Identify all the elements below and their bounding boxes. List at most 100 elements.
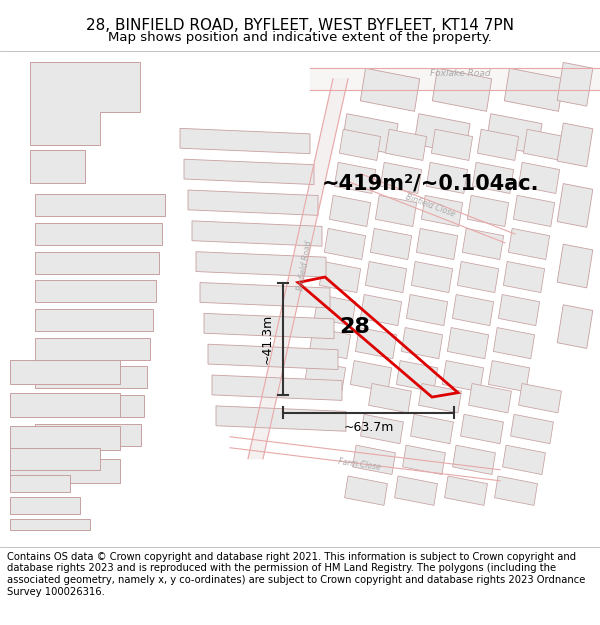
Polygon shape — [403, 445, 445, 474]
Polygon shape — [365, 261, 407, 292]
Polygon shape — [188, 190, 318, 216]
Polygon shape — [368, 384, 412, 413]
Polygon shape — [499, 294, 539, 326]
Polygon shape — [514, 196, 554, 226]
Polygon shape — [370, 228, 412, 259]
Polygon shape — [401, 328, 443, 359]
Polygon shape — [557, 62, 593, 106]
Polygon shape — [557, 184, 593, 228]
Polygon shape — [452, 445, 496, 474]
Text: Foxlake Road: Foxlake Road — [430, 69, 490, 78]
Polygon shape — [448, 328, 488, 359]
Polygon shape — [503, 261, 545, 292]
Polygon shape — [518, 162, 560, 194]
Polygon shape — [340, 129, 380, 161]
Polygon shape — [10, 475, 70, 492]
Polygon shape — [212, 375, 342, 401]
Polygon shape — [493, 328, 535, 359]
Polygon shape — [452, 294, 494, 326]
Polygon shape — [353, 445, 395, 474]
Polygon shape — [361, 294, 401, 326]
Polygon shape — [304, 361, 346, 392]
Polygon shape — [395, 476, 437, 506]
Text: Binfield Road: Binfield Road — [296, 241, 314, 292]
Polygon shape — [10, 498, 80, 514]
Polygon shape — [319, 261, 361, 292]
Polygon shape — [442, 361, 484, 392]
Polygon shape — [503, 445, 545, 474]
Polygon shape — [200, 282, 330, 308]
Polygon shape — [325, 228, 365, 259]
Text: Map shows position and indicative extent of the property.: Map shows position and indicative extent… — [108, 31, 492, 44]
Polygon shape — [216, 406, 346, 431]
Polygon shape — [10, 519, 90, 531]
Polygon shape — [361, 414, 403, 444]
Polygon shape — [511, 414, 553, 444]
Polygon shape — [10, 392, 120, 417]
Polygon shape — [35, 281, 156, 302]
Polygon shape — [35, 309, 153, 331]
Polygon shape — [342, 114, 398, 154]
Polygon shape — [310, 68, 600, 90]
Polygon shape — [469, 384, 511, 413]
Polygon shape — [397, 361, 437, 392]
Polygon shape — [192, 221, 322, 246]
Polygon shape — [35, 338, 150, 359]
Polygon shape — [518, 384, 562, 413]
Polygon shape — [344, 476, 388, 506]
Polygon shape — [505, 68, 563, 111]
Polygon shape — [414, 114, 470, 154]
Text: Contains OS data © Crown copyright and database right 2021. This information is : Contains OS data © Crown copyright and d… — [7, 552, 586, 597]
Polygon shape — [10, 459, 120, 483]
Polygon shape — [557, 123, 593, 167]
Polygon shape — [329, 196, 371, 226]
Polygon shape — [427, 162, 467, 194]
Polygon shape — [406, 294, 448, 326]
Polygon shape — [204, 313, 334, 339]
Polygon shape — [410, 414, 454, 444]
Polygon shape — [412, 261, 452, 292]
Polygon shape — [184, 159, 314, 184]
Polygon shape — [355, 328, 397, 359]
Text: ~63.7m: ~63.7m — [343, 421, 394, 434]
Polygon shape — [557, 244, 593, 288]
Polygon shape — [196, 252, 326, 277]
Polygon shape — [35, 395, 144, 417]
Polygon shape — [523, 129, 565, 161]
Polygon shape — [486, 114, 542, 154]
Polygon shape — [557, 305, 593, 349]
Polygon shape — [385, 129, 427, 161]
Polygon shape — [421, 196, 463, 226]
Text: ~419m²/~0.104ac.: ~419m²/~0.104ac. — [321, 173, 539, 193]
Polygon shape — [488, 361, 530, 392]
Polygon shape — [457, 261, 499, 292]
Polygon shape — [350, 361, 392, 392]
Polygon shape — [376, 196, 416, 226]
Polygon shape — [35, 366, 147, 388]
Polygon shape — [431, 129, 473, 161]
Polygon shape — [35, 252, 159, 274]
Polygon shape — [314, 294, 356, 326]
Polygon shape — [494, 476, 538, 506]
Polygon shape — [35, 424, 141, 446]
Polygon shape — [35, 194, 165, 216]
Polygon shape — [472, 162, 514, 194]
Polygon shape — [248, 79, 348, 459]
Polygon shape — [467, 196, 509, 226]
Polygon shape — [30, 151, 85, 183]
Polygon shape — [416, 228, 458, 259]
Polygon shape — [361, 68, 419, 111]
Polygon shape — [461, 414, 503, 444]
Text: Binfield Close: Binfield Close — [404, 192, 456, 219]
Polygon shape — [433, 68, 491, 111]
Polygon shape — [508, 228, 550, 259]
Text: 28, BINFIELD ROAD, BYFLEET, WEST BYFLEET, KT14 7PN: 28, BINFIELD ROAD, BYFLEET, WEST BYFLEET… — [86, 18, 514, 32]
Polygon shape — [445, 476, 487, 506]
Polygon shape — [380, 162, 422, 194]
Polygon shape — [30, 62, 140, 145]
Polygon shape — [10, 359, 120, 384]
Text: 28: 28 — [340, 317, 370, 337]
Polygon shape — [310, 328, 350, 359]
Polygon shape — [419, 384, 461, 413]
Polygon shape — [10, 448, 100, 470]
